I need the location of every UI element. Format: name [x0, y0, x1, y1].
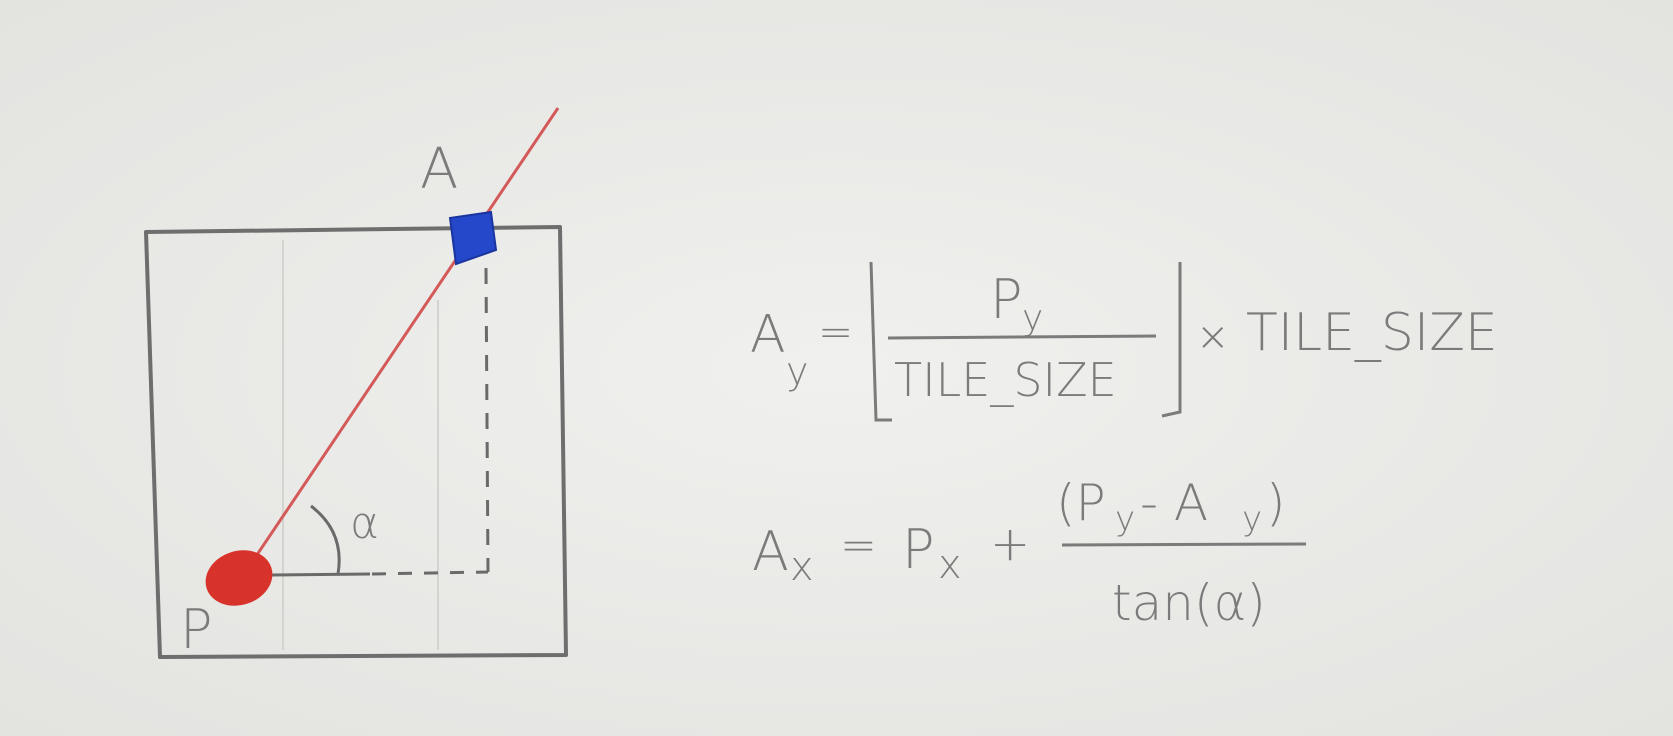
eq1-denominator: TILE_SIZE — [894, 353, 1117, 407]
dashed-horizontal-line — [371, 570, 489, 576]
equation-ay: A y = P y TILE_SIZE × TILE_SIZE — [750, 261, 1498, 422]
dashed-vertical-line — [484, 267, 490, 573]
eq2-fraction-bar — [1061, 542, 1307, 547]
eq1-equals: = — [818, 307, 853, 356]
floor-bracket-left — [869, 261, 892, 422]
eq2-term-sub: x — [938, 542, 962, 588]
label-p: P — [180, 598, 213, 661]
eq1-multiplier: TILE_SIZE — [1246, 303, 1498, 363]
equation-ax: A x = P x + (P y - A y ) tan(α) — [752, 474, 1307, 632]
floor-bracket-right — [1161, 262, 1182, 418]
tile-square — [144, 225, 568, 659]
eq2-denominator: tan(α) — [1112, 574, 1266, 632]
horizontal-reference-line — [271, 572, 371, 577]
eq1-numerator: P — [990, 268, 1023, 331]
player-point-p — [205, 550, 273, 606]
eq2-numerator-open: (P — [1056, 474, 1106, 532]
eq2-lhs-sub: x — [790, 544, 814, 590]
label-alpha: α — [350, 498, 379, 549]
eq1-numerator-sub: y — [1022, 298, 1043, 339]
ray-line — [238, 107, 560, 581]
angle-arc — [310, 504, 341, 575]
eq2-lhs: A — [752, 520, 789, 583]
eq1-lhs: A — [750, 305, 786, 365]
intersection-point-a — [448, 210, 498, 266]
eq1-fraction-bar — [887, 334, 1157, 340]
eq2-numerator-close: ) — [1266, 474, 1286, 532]
eq1-lhs-sub: y — [786, 349, 809, 393]
eq2-equals: = — [840, 520, 877, 571]
eq1-times: × — [1196, 314, 1230, 360]
eq2-numerator-sub1: y — [1115, 499, 1135, 539]
eq2-numerator-minus: - A — [1140, 474, 1208, 532]
eq2-plus: + — [990, 516, 1030, 572]
eq2-term: P — [902, 518, 935, 581]
eq2-numerator-sub2: y — [1242, 499, 1262, 539]
label-a: A — [420, 137, 458, 202]
